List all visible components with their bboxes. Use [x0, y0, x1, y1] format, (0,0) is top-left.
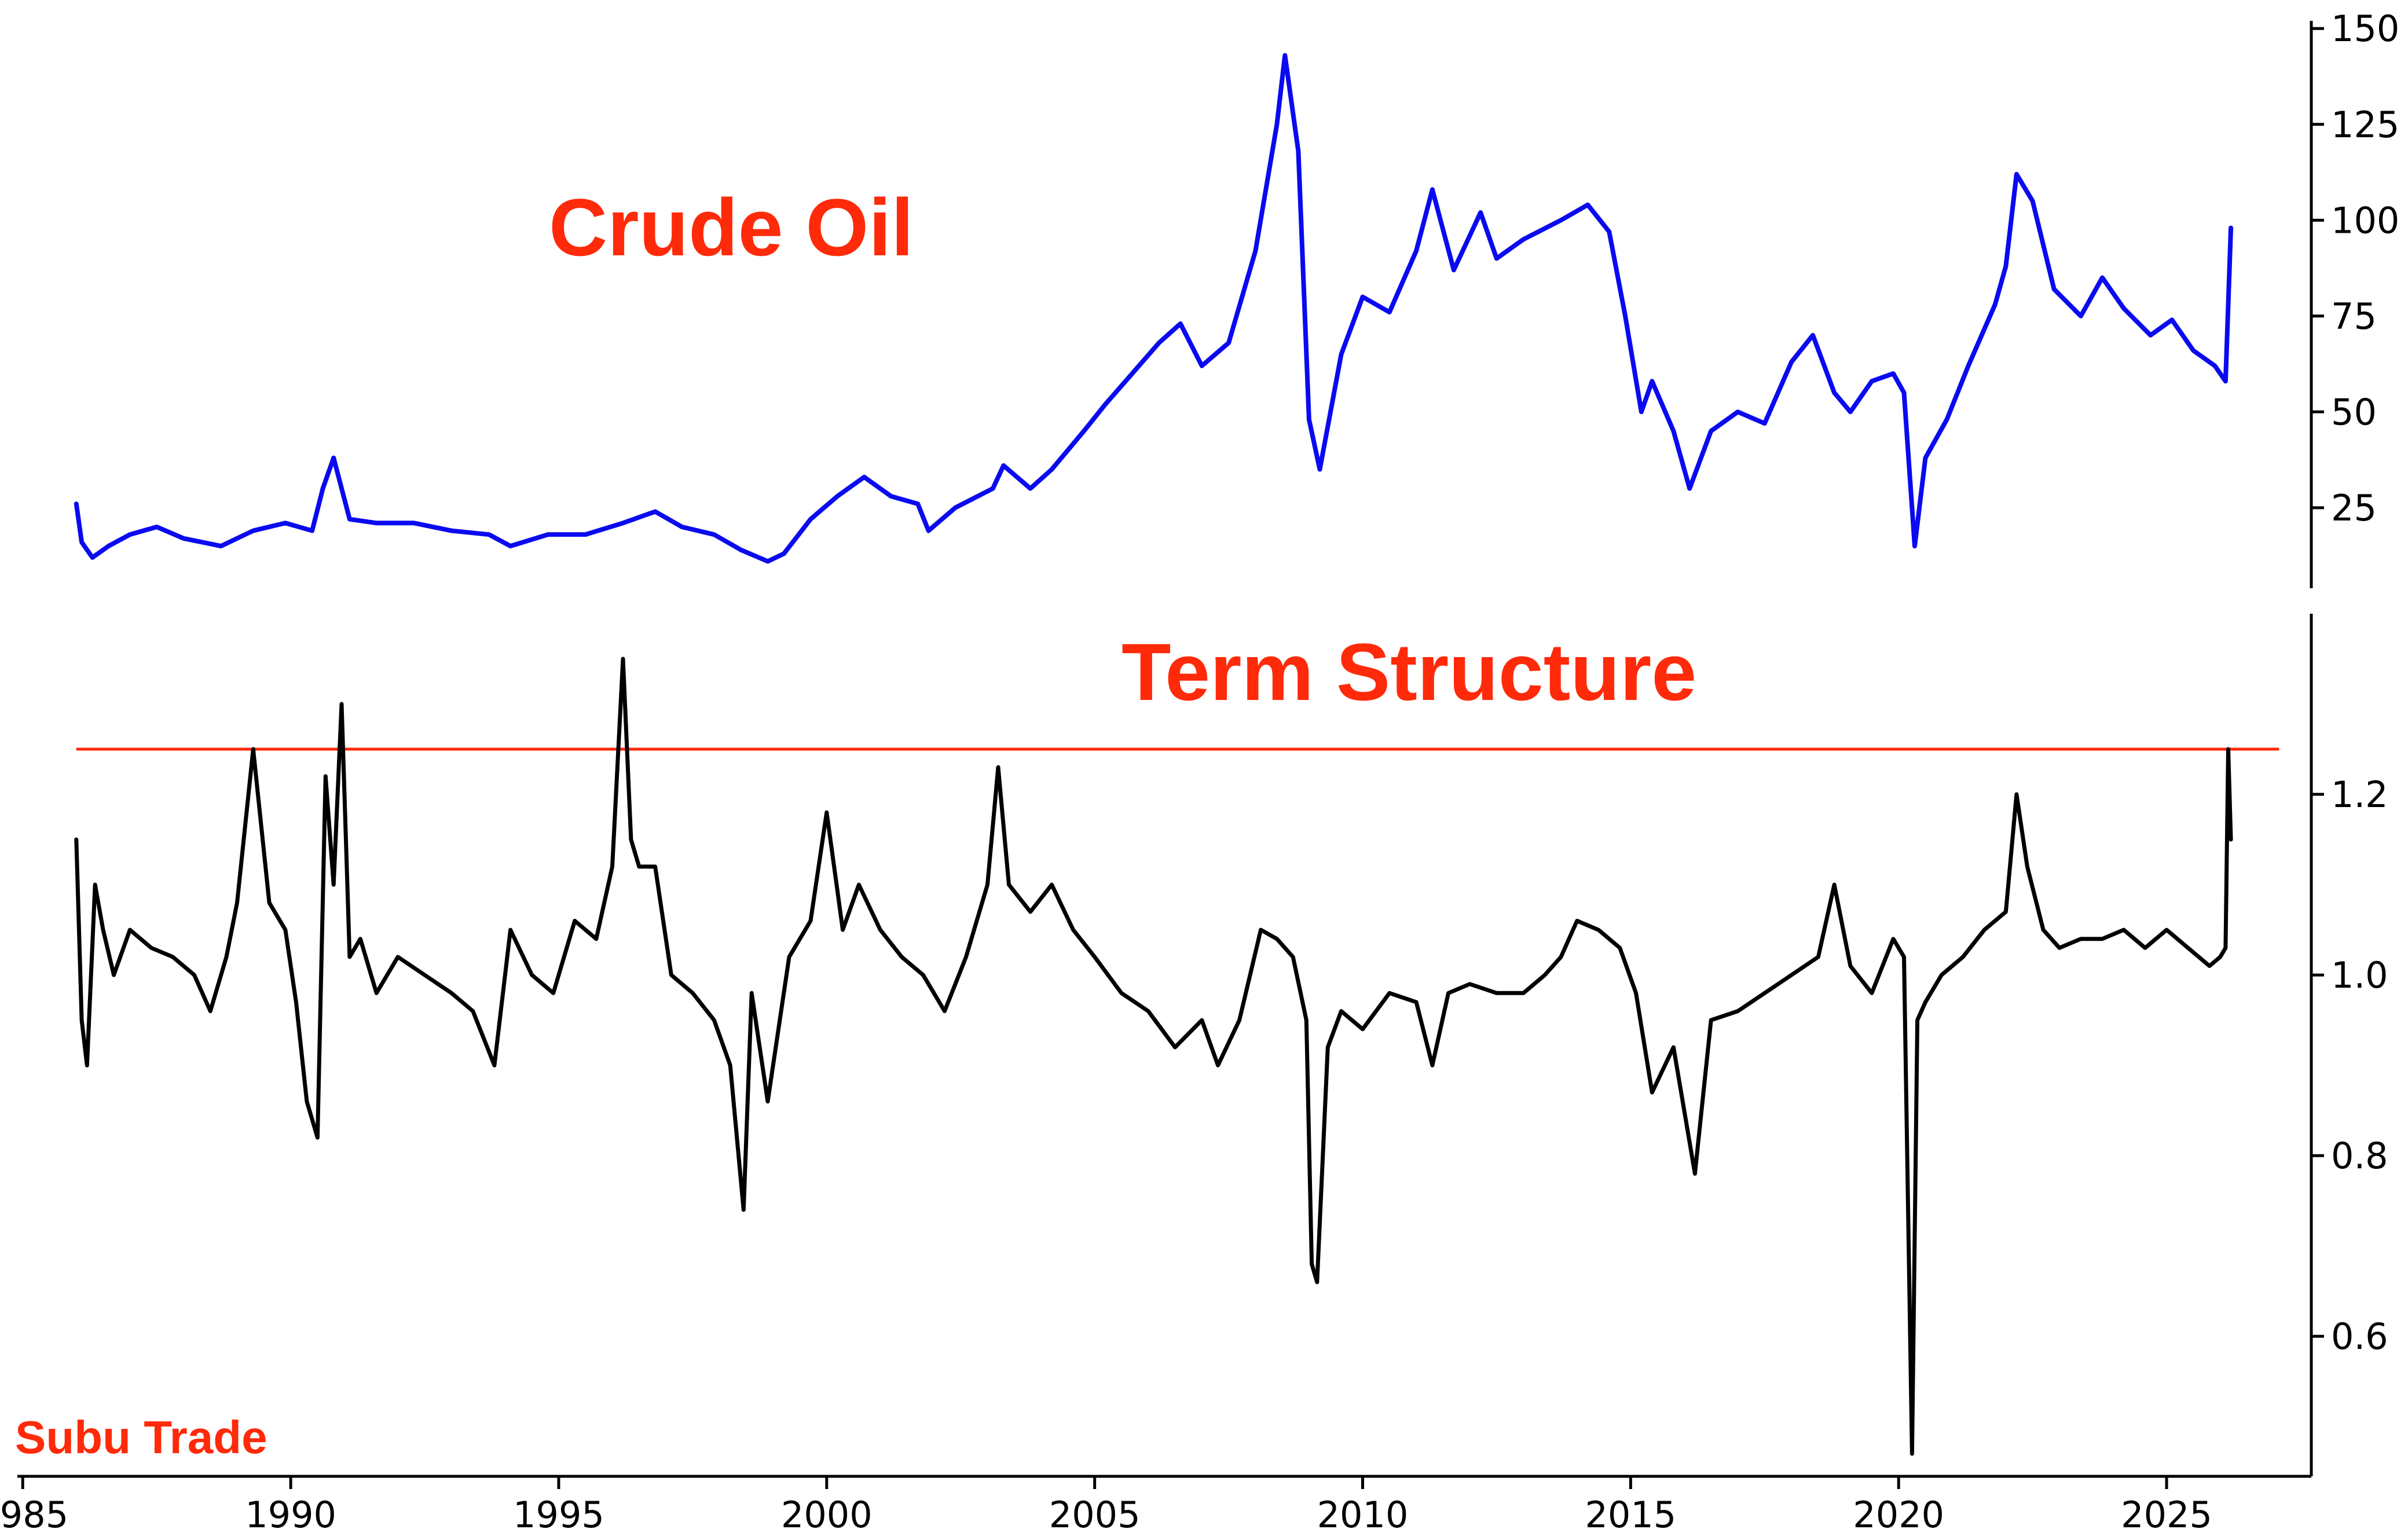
crude-oil-series-line	[74, 53, 2234, 564]
crude-oil-y-tick-label: 25	[2331, 487, 2377, 529]
term-structure-y-tick-label: 1.2	[2331, 773, 2388, 816]
x-tick-label: 2015	[1585, 1494, 1676, 1536]
term-structure-series-line	[74, 657, 2233, 1456]
term-structure-y-tick-label: 0.8	[2331, 1135, 2388, 1177]
crude-oil-y-tick-label: 150	[2331, 8, 2399, 50]
crude-oil-title: Crude Oil	[549, 182, 914, 273]
x-tick-label: 1985	[0, 1494, 68, 1536]
x-tick-label: 1995	[513, 1494, 604, 1536]
crude-oil-y-tick-label: 50	[2331, 391, 2377, 433]
crude-oil-y-ticks: 25 50 75 100 125 150	[2311, 8, 2399, 529]
crude-oil-y-tick-label: 75	[2331, 295, 2377, 338]
watermark-label: Subu Trade	[15, 1411, 267, 1463]
term-structure-panel: 0.6 0.8 1.0 1.2 1985 1990 1995 2000 2005 2010 201…	[0, 614, 2388, 1536]
term-structure-y-tick-label: 0.6	[2331, 1315, 2388, 1358]
x-tick-label: 2020	[1853, 1494, 1944, 1536]
x-axis-ticks: 1985 1990 1995 2000 2005 2010 2015 2020 2025	[0, 1476, 2212, 1536]
crude-oil-y-tick-label: 125	[2331, 104, 2399, 146]
x-tick-label: 2000	[781, 1494, 873, 1536]
x-tick-label: 2025	[2121, 1494, 2212, 1536]
x-tick-label: 2010	[1317, 1494, 1409, 1536]
term-structure-y-tick-label: 1.0	[2331, 954, 2388, 996]
term-structure-y-ticks: 0.6 0.8 1.0 1.2	[2311, 773, 2388, 1358]
x-tick-label: 1990	[245, 1494, 336, 1536]
term-structure-title: Term Structure	[1121, 626, 1696, 717]
crude-oil-panel: 25 50 75 100 125 150 Crude Oil	[74, 8, 2399, 588]
crude-oil-y-tick-label: 100	[2331, 199, 2399, 241]
x-tick-label: 2005	[1049, 1494, 1141, 1536]
